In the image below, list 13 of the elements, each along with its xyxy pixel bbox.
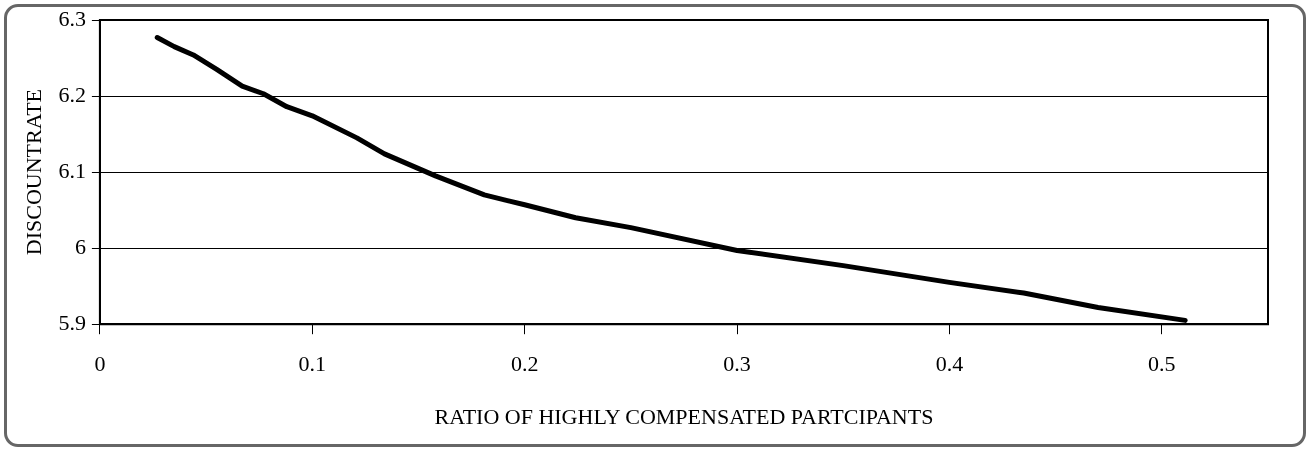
x-tick-label: 0.5 bbox=[1148, 351, 1176, 377]
y-axis-title: DISCOUNTRATE bbox=[20, 88, 46, 256]
x-tick-label: 0.3 bbox=[723, 351, 751, 377]
y-tick-label: 6 bbox=[74, 233, 86, 259]
x-tick-label: 0.1 bbox=[298, 351, 327, 377]
x-tick-label: 0 bbox=[94, 351, 106, 377]
x-tick-label: 0.2 bbox=[510, 351, 539, 377]
x-tick-label: 0.4 bbox=[935, 351, 964, 377]
x-axis-title: RATIO OF HIGHLY COMPENSATED PARTCIPANTS bbox=[434, 403, 934, 429]
y-tick-label: 6.2 bbox=[58, 81, 86, 107]
y-tick-label: 6.1 bbox=[58, 157, 86, 183]
y-tick-label: 5.9 bbox=[58, 309, 86, 335]
y-tick-label: 6.3 bbox=[58, 5, 86, 31]
